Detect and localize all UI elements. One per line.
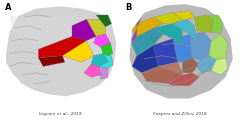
Polygon shape bbox=[10, 16, 108, 54]
Polygon shape bbox=[209, 34, 228, 60]
Polygon shape bbox=[98, 54, 113, 69]
Polygon shape bbox=[142, 62, 182, 84]
Polygon shape bbox=[132, 17, 163, 36]
Polygon shape bbox=[72, 19, 96, 41]
Polygon shape bbox=[130, 4, 233, 99]
Polygon shape bbox=[101, 43, 113, 56]
Text: Caspers and Zilles, 2018: Caspers and Zilles, 2018 bbox=[153, 112, 207, 116]
Polygon shape bbox=[91, 54, 108, 66]
Polygon shape bbox=[86, 19, 106, 36]
Polygon shape bbox=[154, 39, 182, 66]
Polygon shape bbox=[158, 62, 182, 75]
Text: Irigoien et al., 2019: Irigoien et al., 2019 bbox=[39, 112, 81, 116]
Polygon shape bbox=[206, 15, 223, 34]
Polygon shape bbox=[173, 11, 194, 19]
Polygon shape bbox=[182, 58, 199, 73]
Polygon shape bbox=[62, 41, 94, 62]
Polygon shape bbox=[132, 45, 163, 73]
Polygon shape bbox=[132, 17, 142, 45]
Polygon shape bbox=[194, 15, 214, 32]
Polygon shape bbox=[84, 64, 101, 77]
Polygon shape bbox=[154, 24, 182, 45]
Polygon shape bbox=[132, 28, 163, 56]
Polygon shape bbox=[94, 34, 110, 47]
Polygon shape bbox=[38, 56, 65, 66]
Polygon shape bbox=[98, 66, 108, 79]
Polygon shape bbox=[197, 56, 216, 73]
Polygon shape bbox=[6, 6, 116, 96]
Polygon shape bbox=[190, 32, 211, 60]
Text: B: B bbox=[125, 3, 131, 12]
Text: A: A bbox=[5, 3, 11, 12]
Polygon shape bbox=[173, 34, 197, 62]
Polygon shape bbox=[168, 73, 199, 86]
Polygon shape bbox=[173, 19, 197, 43]
Polygon shape bbox=[154, 13, 182, 24]
Polygon shape bbox=[209, 58, 228, 75]
Polygon shape bbox=[96, 15, 112, 27]
Polygon shape bbox=[38, 36, 86, 58]
